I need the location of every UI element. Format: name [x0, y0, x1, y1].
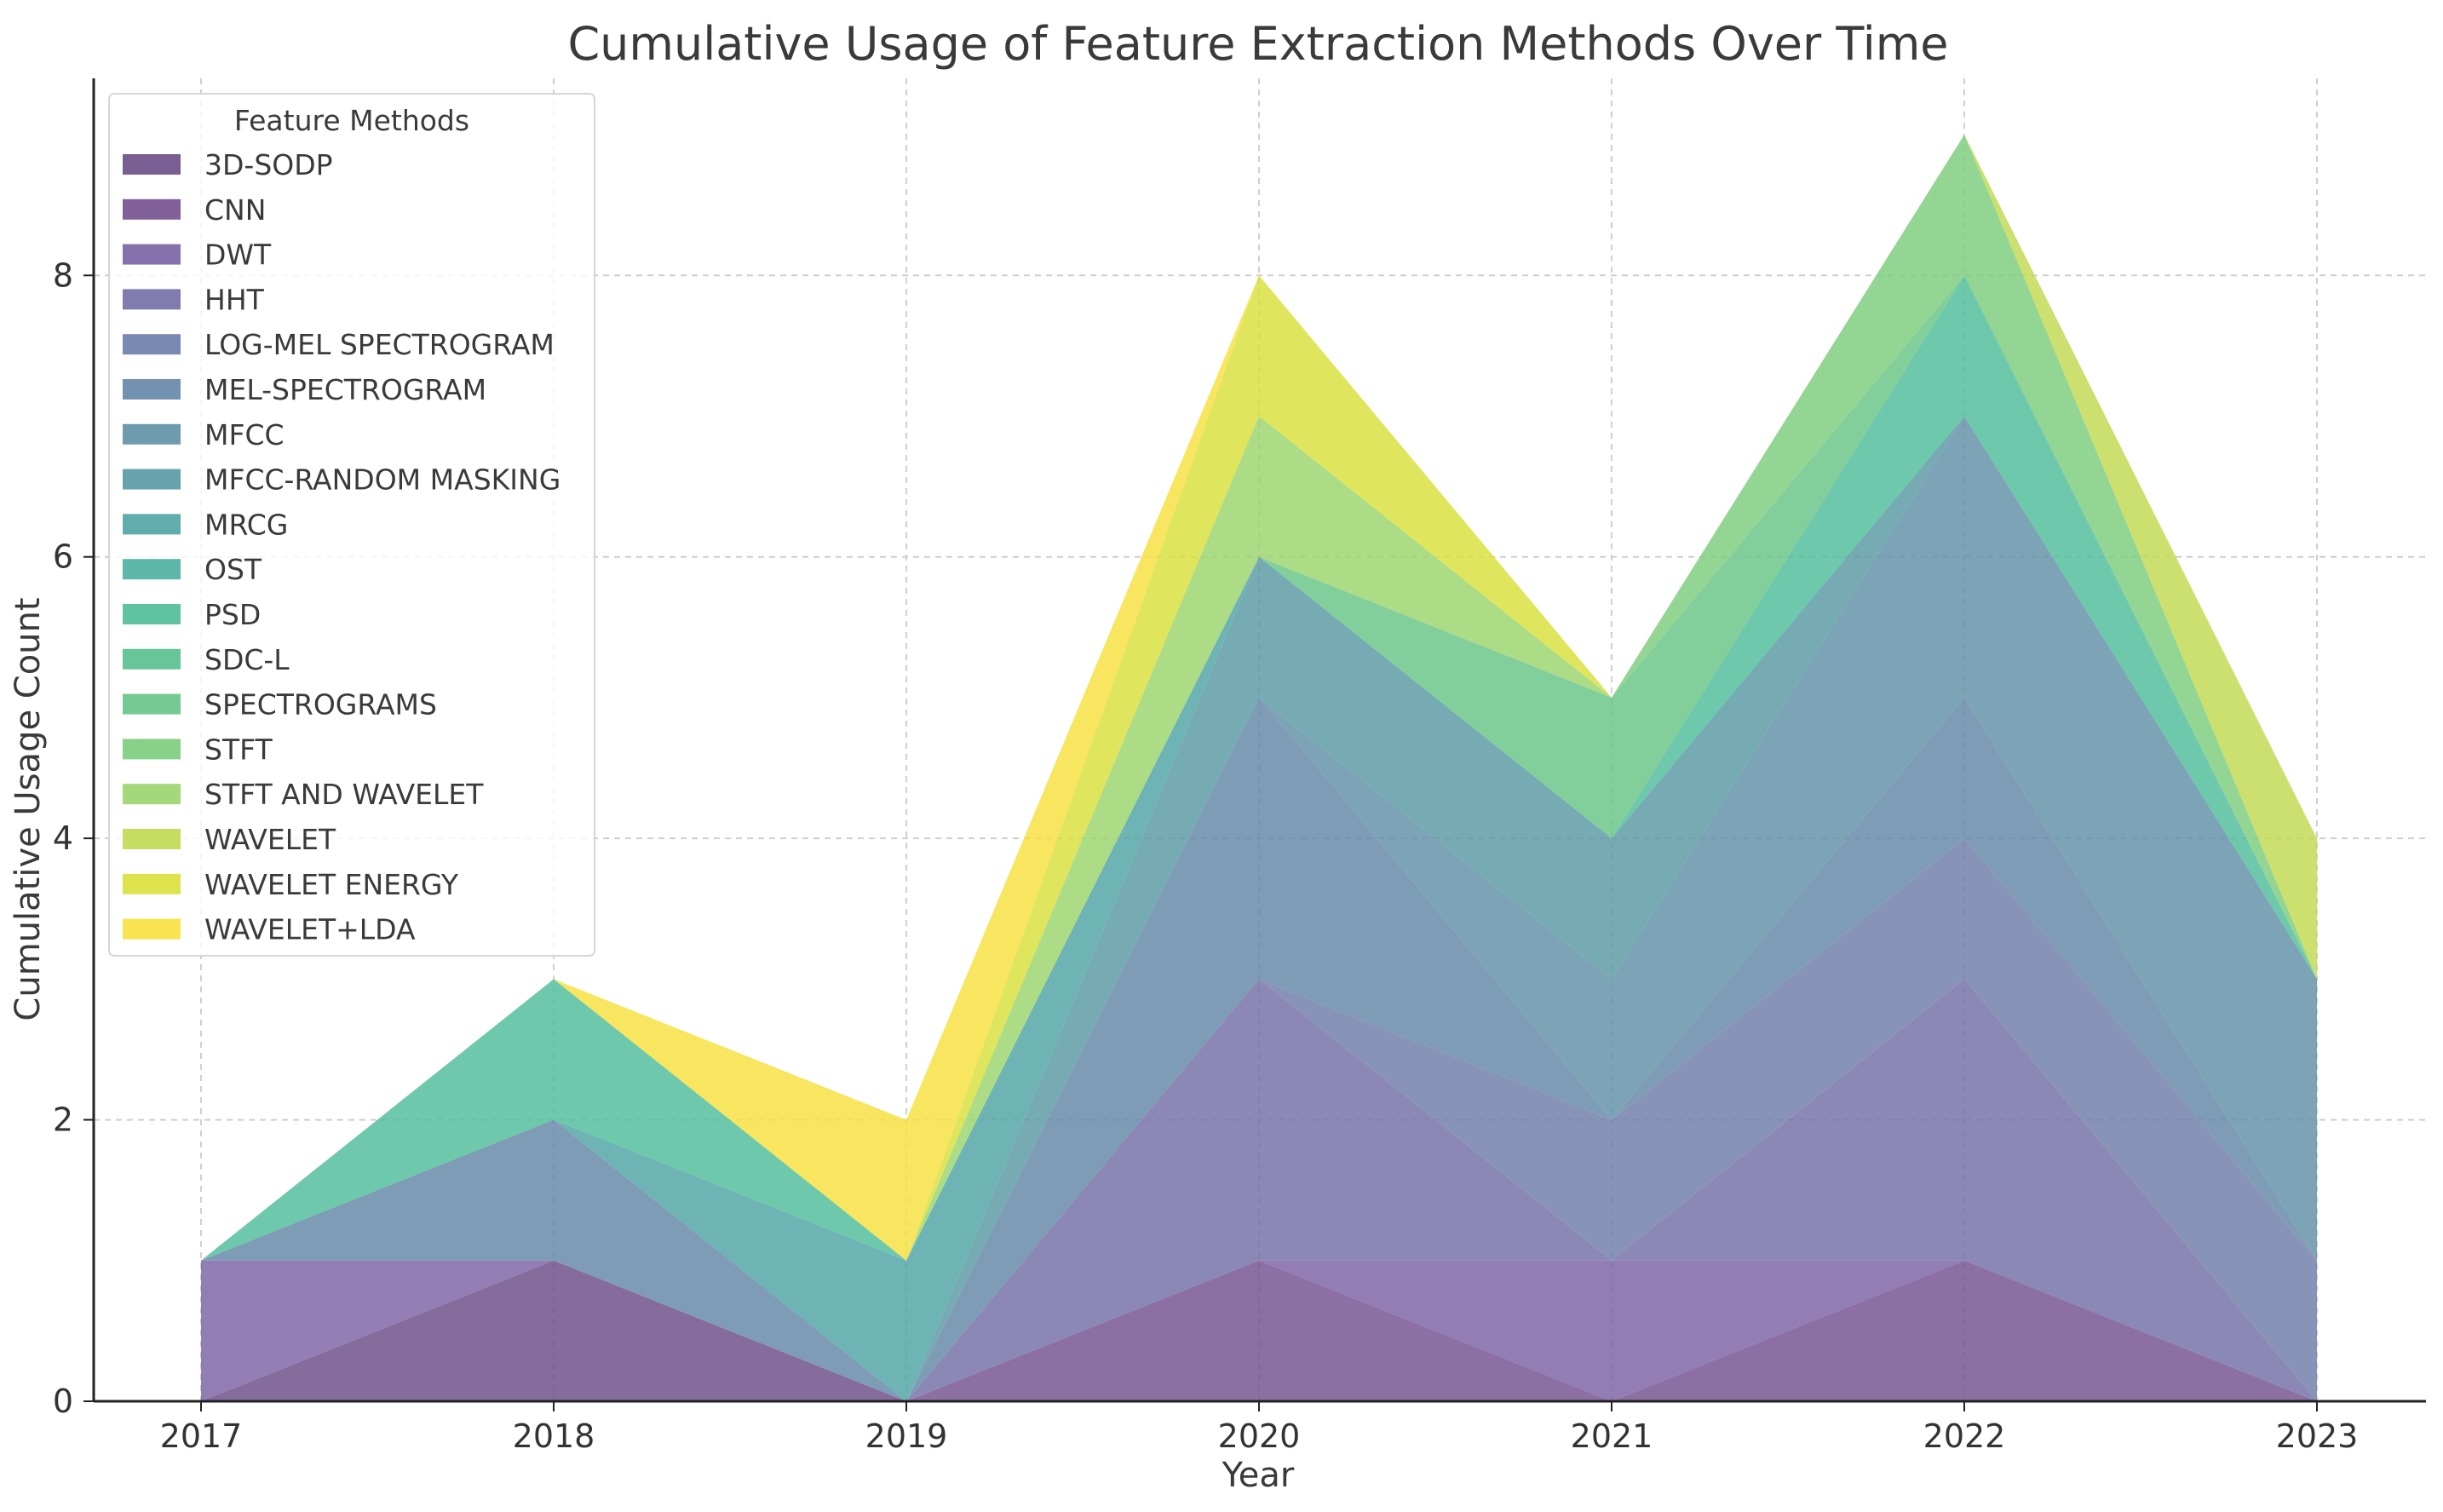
legend-entry-label: STFT AND WAVELET: [204, 778, 484, 811]
legend-entry-label: MFCC: [204, 418, 285, 451]
legend-entry-label: MFCC-RANDOM MASKING: [204, 463, 560, 497]
x-axis-label: Year: [1222, 1456, 1295, 1495]
area-layer: [201, 135, 2317, 1401]
legend-swatch: [123, 693, 181, 715]
x-tick-label: 2018: [513, 1417, 595, 1455]
area-series-12: [201, 275, 2317, 1261]
legend-swatch: [123, 289, 181, 310]
area-series-2: [201, 1260, 2317, 1401]
y-tick-label: 6: [53, 538, 73, 576]
legend-swatch: [123, 918, 181, 940]
y-axis-label: Cumulative Usage Count: [9, 597, 48, 1020]
legend-entry-label: OST: [204, 553, 262, 586]
legend-swatch: [123, 334, 181, 355]
x-tick-label: 2023: [2276, 1417, 2359, 1455]
legend-swatch: [123, 244, 181, 265]
legend-entry-label: WAVELET+LDA: [204, 913, 416, 946]
legend-entry-label: PSD: [204, 598, 261, 631]
area-series-5: [201, 697, 2317, 1401]
x-tick-label: 2022: [1923, 1417, 2006, 1455]
legend-entry-label: WAVELET ENERGY: [204, 868, 459, 901]
y-tick-label: 0: [53, 1383, 73, 1420]
legend-swatch: [123, 423, 181, 445]
area-series-1: [201, 1260, 2317, 1401]
y-tick-label: 8: [53, 256, 73, 294]
legend-entry-label: LOG-MEL SPECTROGRAM: [204, 328, 555, 361]
area-series-3: [201, 979, 2317, 1401]
legend-entry-label: CNN: [204, 193, 266, 227]
area-series-13: [201, 135, 2317, 1261]
legend-swatch: [123, 784, 181, 805]
tick-labels: 2017 2018 2019 2020 2021 2022 2023 0 2 4 6 8: [53, 256, 2359, 1455]
legend-swatch: [123, 739, 181, 760]
legend-items: 3D-SODP CNN DWT HHT LOG-MEL SPECTROGRAM MEL-S…: [123, 148, 560, 946]
area-series-7: [201, 416, 2317, 1401]
x-tick-label: 2021: [1571, 1417, 1653, 1455]
legend-swatch: [123, 559, 181, 580]
legend-box: [108, 93, 595, 957]
y-tick-label: 2: [53, 1101, 73, 1139]
legend-entry-label: 3D-SODP: [204, 148, 333, 181]
legend-entry-label: MRCG: [204, 508, 288, 541]
legend: Feature Methods 3D-SODP CNN DWT HHT LOG-MEL …: [108, 93, 595, 957]
y-tick-label: 4: [53, 819, 73, 857]
legend-entry-label: DWT: [204, 239, 272, 272]
legend-entry-label: SDC-L: [204, 643, 290, 676]
legend-swatch: [123, 154, 181, 175]
legend-swatch: [123, 648, 181, 670]
area-series-0: [201, 1260, 2317, 1401]
legend-swatch: [123, 198, 181, 220]
legend-swatch: [123, 469, 181, 490]
legend-entry-label: WAVELET: [204, 823, 336, 856]
chart-title: Cumulative Usage of Feature Extraction M…: [567, 17, 1948, 71]
legend-entry-label: MEL-SPECTROGRAM: [204, 373, 486, 406]
x-tick-label: 2020: [1218, 1417, 1301, 1455]
legend-swatch: [123, 514, 181, 535]
legend-swatch: [123, 604, 181, 624]
x-tick-label: 2017: [160, 1417, 243, 1455]
x-tick-label: 2019: [865, 1417, 948, 1455]
legend-swatch: [123, 829, 181, 849]
legend-title: Feature Methods: [234, 104, 469, 137]
legend-swatch: [123, 873, 181, 894]
area-series-16: [201, 135, 2317, 1261]
legend-swatch: [123, 379, 181, 400]
legend-entry-label: SPECTROGRAMS: [204, 688, 437, 722]
legend-entry-label: STFT: [204, 733, 273, 766]
area-series-10: [201, 275, 2317, 1261]
legend-entry-label: HHT: [204, 283, 265, 316]
